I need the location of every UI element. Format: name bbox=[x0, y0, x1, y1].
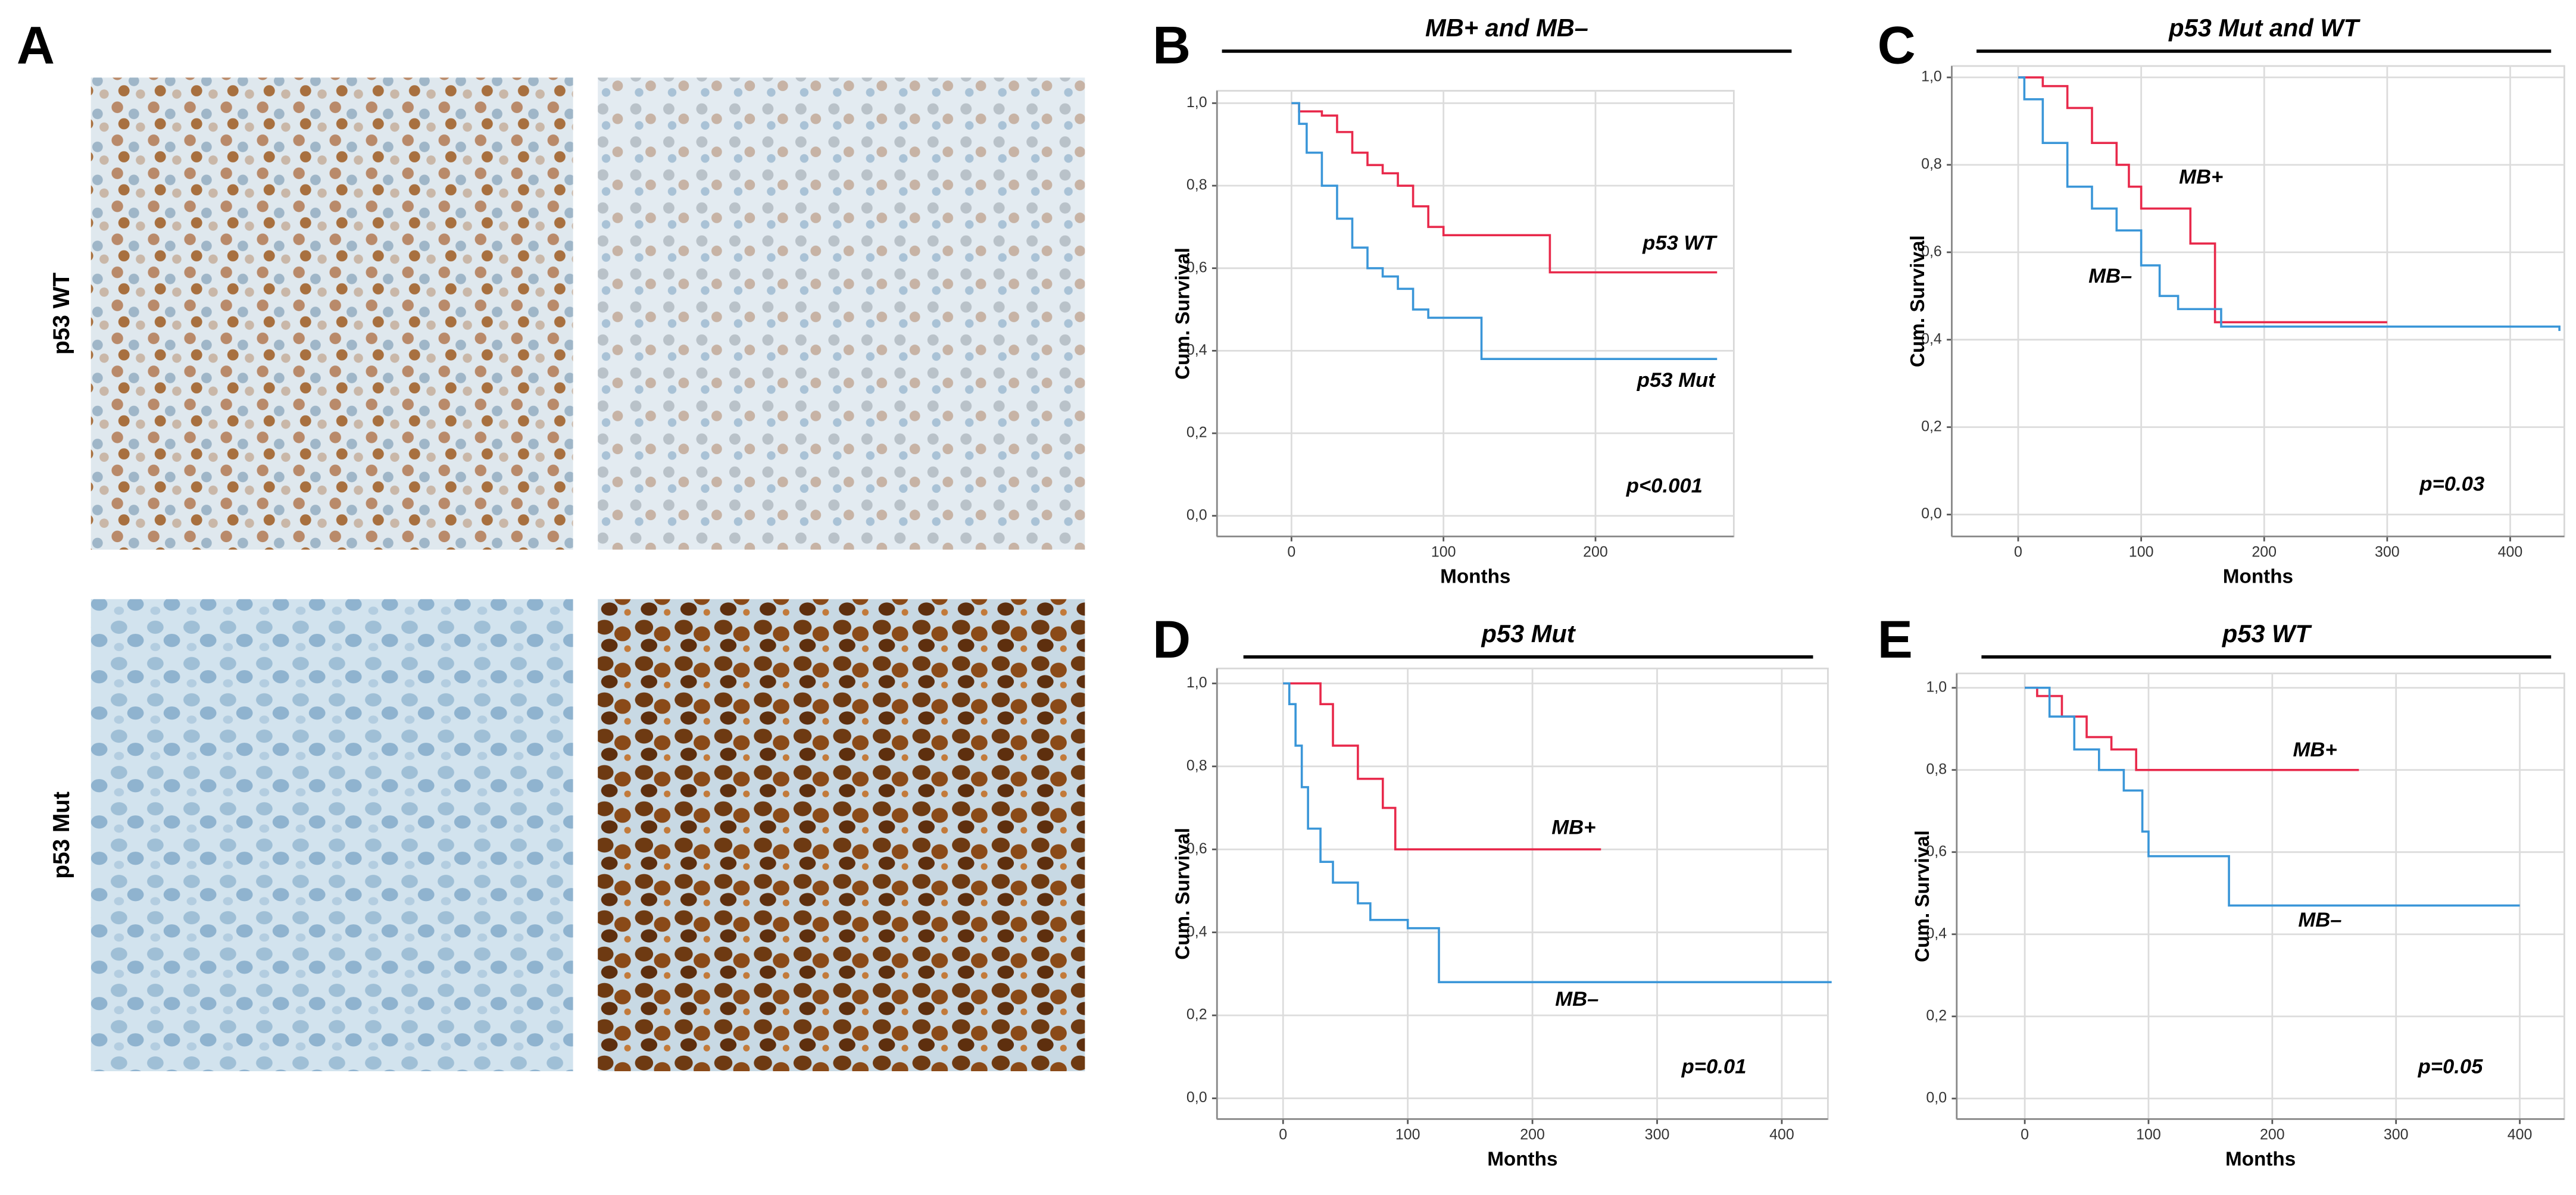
y-axis-label: Cum. Survival bbox=[1912, 830, 1934, 962]
plot-area bbox=[1216, 90, 1735, 537]
survival-curve bbox=[1291, 102, 1718, 361]
x-tick-label: 100 bbox=[1395, 1127, 1420, 1143]
row-label: p53 WT bbox=[49, 273, 74, 355]
ihc-image bbox=[598, 77, 1085, 550]
curve-label: p53 Mut bbox=[1637, 369, 1716, 392]
x-tick-label: 200 bbox=[2252, 544, 2277, 561]
chart-title: MB+ and MB– bbox=[1425, 14, 1588, 42]
y-tick-label: 0,4 bbox=[1186, 342, 1207, 358]
x-tick-label: 300 bbox=[1645, 1127, 1670, 1143]
survival-curve bbox=[1283, 682, 1832, 984]
ihc-image bbox=[598, 599, 1085, 1071]
chart-title: p53 Mut bbox=[1481, 620, 1576, 647]
curve-label: MB– bbox=[2088, 265, 2132, 287]
x-axis-label: Months bbox=[1487, 1149, 1557, 1171]
y-tick-label: 0,4 bbox=[1921, 330, 1942, 347]
x-tick-label: 100 bbox=[2129, 544, 2154, 561]
row-label: p53 Mut bbox=[49, 792, 74, 879]
survival-curve bbox=[2025, 686, 2520, 907]
survival-curve bbox=[1283, 682, 1601, 851]
panel-letter: C bbox=[1878, 16, 1916, 75]
x-tick-label: 400 bbox=[1769, 1127, 1794, 1143]
survival-curve bbox=[2018, 76, 2387, 324]
y-tick-label: 0,2 bbox=[1186, 1006, 1207, 1023]
y-tick-label: 0,2 bbox=[1921, 418, 1942, 434]
y-tick-label: 0,6 bbox=[1926, 843, 1947, 859]
y-tick-label: 0,8 bbox=[1926, 761, 1947, 777]
ihc-image bbox=[90, 77, 573, 550]
curve-label: MB– bbox=[1555, 988, 1598, 1011]
y-tick-label: 1,0 bbox=[1926, 678, 1947, 695]
curve-label: MB+ bbox=[2179, 166, 2223, 189]
panel-letter: D bbox=[1153, 610, 1191, 669]
y-tick-label: 0,6 bbox=[1186, 840, 1207, 857]
curve-label: MB+ bbox=[1551, 816, 1595, 839]
curve-label: p53 WT bbox=[1642, 232, 1718, 255]
y-tick-label: 0,0 bbox=[1921, 505, 1942, 522]
y-tick-label: 0,4 bbox=[1926, 925, 1947, 941]
x-axis-label: Months bbox=[1440, 566, 1510, 588]
y-axis-label: Cum. Survival bbox=[1172, 248, 1194, 380]
x-axis-label: Months bbox=[2223, 566, 2293, 588]
y-tick-label: 0,0 bbox=[1186, 506, 1207, 523]
x-tick-label: 300 bbox=[2384, 1127, 2409, 1143]
x-tick-label: 400 bbox=[2498, 544, 2523, 561]
survival-curve bbox=[2025, 686, 2359, 771]
survival-curve bbox=[2018, 76, 2561, 331]
y-tick-label: 1,0 bbox=[1186, 674, 1207, 691]
x-tick-label: 0 bbox=[1279, 1127, 1287, 1143]
chart-title: p53 Mut and WT bbox=[2168, 14, 2360, 42]
x-tick-label: 300 bbox=[2375, 544, 2400, 561]
y-tick-label: 0,4 bbox=[1186, 923, 1207, 940]
x-tick-label: 0 bbox=[2014, 544, 2022, 561]
x-tick-label: 100 bbox=[2136, 1127, 2161, 1143]
x-tick-label: 100 bbox=[1431, 544, 1456, 561]
y-axis-label: Cum. Survival bbox=[1907, 235, 1929, 367]
y-tick-label: 0,8 bbox=[1921, 156, 1942, 173]
x-tick-label: 400 bbox=[2508, 1127, 2533, 1143]
x-tick-label: 0 bbox=[2021, 1127, 2029, 1143]
ihc-image bbox=[90, 599, 573, 1071]
y-tick-label: 1,0 bbox=[1186, 94, 1207, 111]
p-value: p<0.001 bbox=[1626, 474, 1703, 497]
p-value: p=0.05 bbox=[2418, 1056, 2484, 1078]
y-tick-label: 1,0 bbox=[1921, 68, 1942, 85]
p-value: p=0.03 bbox=[2419, 473, 2484, 496]
survival-curve bbox=[1291, 102, 1718, 274]
y-tick-label: 0,8 bbox=[1186, 177, 1207, 193]
y-tick-label: 0,8 bbox=[1186, 757, 1207, 774]
curve-label: MB– bbox=[2298, 909, 2341, 931]
y-tick-label: 0,0 bbox=[1926, 1090, 1947, 1106]
y-axis-label: Cum. Survival bbox=[1172, 828, 1194, 960]
y-tick-label: 0,6 bbox=[1921, 243, 1942, 259]
plot-area bbox=[1951, 65, 2565, 537]
curve-label: MB+ bbox=[2293, 739, 2337, 761]
x-axis-label: Months bbox=[2225, 1149, 2296, 1171]
y-tick-label: 0,2 bbox=[1926, 1007, 1947, 1024]
panel-letter: A bbox=[17, 16, 55, 75]
y-tick-label: 0,0 bbox=[1186, 1089, 1207, 1106]
x-tick-label: 200 bbox=[1583, 544, 1608, 561]
y-tick-label: 0,6 bbox=[1186, 259, 1207, 276]
panel-letter: B bbox=[1153, 16, 1191, 75]
p-value: p=0.01 bbox=[1681, 1056, 1747, 1078]
panel-letter: E bbox=[1878, 610, 1913, 669]
x-tick-label: 0 bbox=[1287, 544, 1295, 561]
y-tick-label: 0,2 bbox=[1186, 424, 1207, 441]
x-tick-label: 200 bbox=[1520, 1127, 1545, 1143]
chart-title: p53 WT bbox=[2222, 620, 2312, 647]
x-tick-label: 200 bbox=[2260, 1127, 2285, 1143]
plot-area bbox=[1216, 667, 1829, 1120]
plot-area bbox=[1956, 672, 2565, 1120]
